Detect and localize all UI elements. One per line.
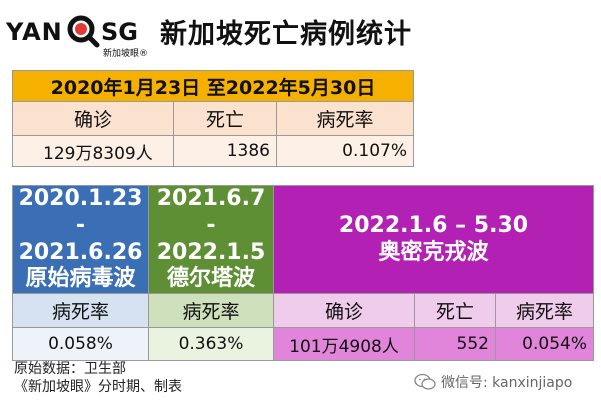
omicron-rate-value: 0.054% xyxy=(495,327,594,362)
omicron-deaths-header: 死亡 xyxy=(414,293,496,329)
original-wave-name: 原始病毒波 xyxy=(25,266,136,292)
overall-period: 2020年1月23日 至2022年5月30日 xyxy=(12,70,414,102)
delta-rate-value: 0.363% xyxy=(148,327,274,362)
waves-table: 2020.1.23 - 2021.6.26 原始病毒波 2021.6.7 - 2… xyxy=(12,184,594,362)
original-rate-value: 0.058% xyxy=(12,327,149,362)
omicron-cases-header: 确诊 xyxy=(273,293,415,329)
overall-header-rate: 病死率 xyxy=(276,101,414,136)
source-line-2: 《新加坡眼》分时期、制表 xyxy=(14,379,182,395)
page-title: 新加坡死亡病例统计 xyxy=(160,19,412,50)
source-line-1: 原始数据：卫生部 xyxy=(14,361,126,377)
omicron-wave-name: 奥密克戎波 xyxy=(378,239,489,265)
original-rate-header: 病死率 xyxy=(12,293,149,329)
original-wave-end: - 2021.6.26 xyxy=(18,212,143,265)
delta-wave-header: 2021.6.7 - 2022.1.5 德尔塔波 xyxy=(148,184,274,295)
original-wave-header: 2020.1.23 - 2021.6.26 原始病毒波 xyxy=(12,184,149,295)
overall-value-cases: 129万8309人 xyxy=(12,135,174,167)
wechat-id: 微信号: kanxinjiapo xyxy=(441,375,573,391)
omicron-wave-period: 2022.1.6 – 5.30 xyxy=(338,212,529,238)
source-note: 原始数据：卫生部 《新加坡眼》分时期、制表 xyxy=(14,360,182,396)
delta-wave-name: 德尔塔波 xyxy=(166,266,255,292)
overall-value-deaths: 1386 xyxy=(173,135,277,167)
delta-wave-end: - 2022.1.5 xyxy=(156,212,266,265)
wechat-watermark: 微信号: kanxinjiapo xyxy=(414,372,572,392)
overall-header-deaths: 死亡 xyxy=(173,101,277,136)
logo: YAN SG 新加坡眼® xyxy=(6,12,156,59)
logo-text-sg: SG xyxy=(101,18,138,46)
overall-table: 2020年1月23日 至2022年5月30日 确诊 死亡 病死率 129万830… xyxy=(12,70,414,167)
wechat-icon xyxy=(414,373,436,390)
overall-header-cases: 确诊 xyxy=(12,101,174,136)
magnifier-logo-icon xyxy=(67,15,100,48)
omicron-rate-header: 病死率 xyxy=(495,293,594,329)
delta-wave-start: 2021.6.7 xyxy=(156,186,266,211)
logo-subtitle: 新加坡眼® xyxy=(103,49,149,59)
omicron-deaths-value: 552 xyxy=(414,327,496,362)
omicron-wave-header: 2022.1.6 – 5.30 奥密克戎波 xyxy=(273,184,594,295)
original-wave-start: 2020.1.23 xyxy=(18,186,143,211)
logo-text-yan: YAN xyxy=(6,18,63,46)
delta-rate-header: 病死率 xyxy=(148,293,274,329)
overall-value-rate: 0.107% xyxy=(276,135,414,167)
omicron-cases-value: 101万4908人 xyxy=(273,327,415,362)
